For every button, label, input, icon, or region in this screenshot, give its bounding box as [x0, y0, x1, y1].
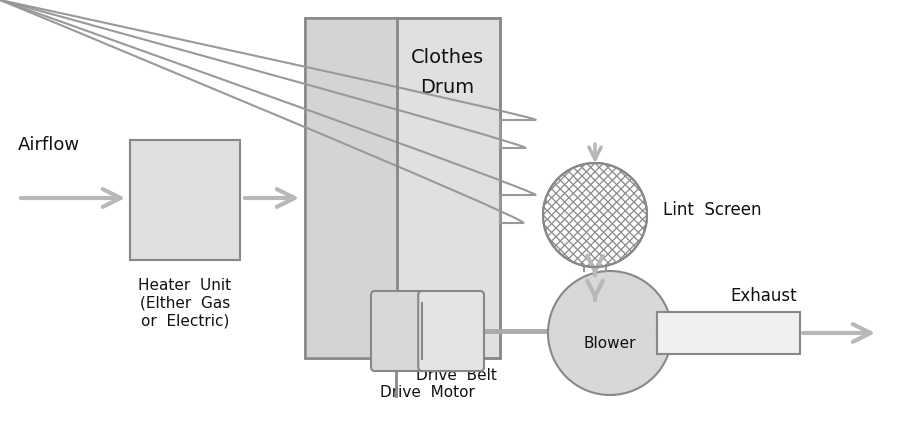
Text: Blower: Blower: [584, 335, 636, 351]
Bar: [305, 18, 500, 358]
Text: Clothes: Clothes: [410, 48, 484, 67]
Text: (Elther  Gas: (Elther Gas: [140, 296, 230, 311]
Bar: [130, 140, 240, 260]
Circle shape: [543, 163, 647, 267]
Text: or  Electric): or Electric): [140, 314, 230, 329]
Text: Exhaust: Exhaust: [730, 287, 796, 305]
Text: Airflow: Airflow: [18, 136, 80, 154]
Bar: [305, 18, 500, 358]
Text: Drive  Belt: Drive Belt: [416, 368, 497, 383]
Bar: [305, 18, 397, 358]
FancyBboxPatch shape: [418, 291, 484, 371]
Circle shape: [548, 271, 672, 395]
Bar: [657, 312, 800, 354]
Text: Heater  Unit: Heater Unit: [139, 278, 231, 293]
FancyBboxPatch shape: [371, 291, 427, 371]
Text: Drum: Drum: [420, 78, 474, 97]
Text: Lint  Screen: Lint Screen: [662, 201, 761, 219]
Text: Drive  Motor: Drive Motor: [380, 385, 475, 400]
